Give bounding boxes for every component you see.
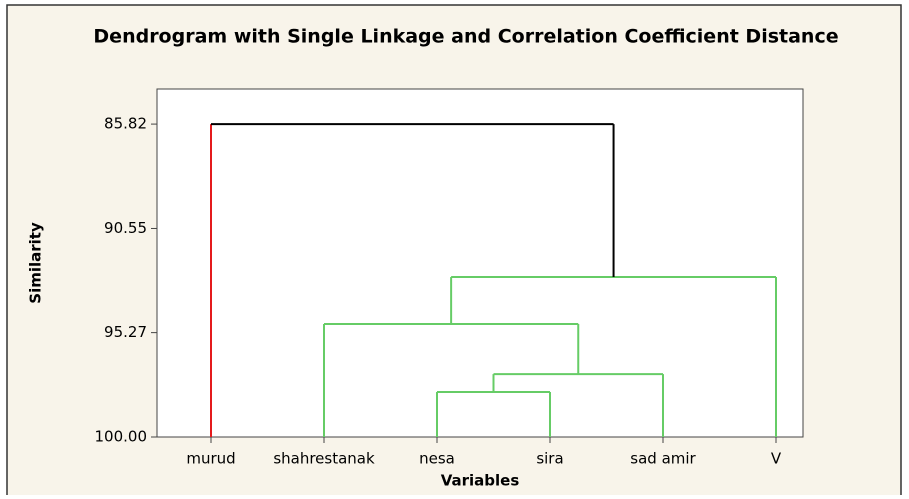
y-axis-label: Similarity bbox=[27, 222, 45, 304]
plot-area bbox=[156, 88, 804, 438]
x-tick-label: murud bbox=[186, 450, 235, 468]
x-axis-label: Variables bbox=[441, 472, 520, 490]
y-tick-label: 85.82 bbox=[104, 115, 147, 133]
chart-title: Dendrogram with Single Linkage and Corre… bbox=[93, 26, 838, 48]
x-tick-label: shahrestanak bbox=[273, 450, 375, 468]
y-tick-label: 100.00 bbox=[95, 428, 148, 446]
x-tick-label: sira bbox=[536, 450, 563, 468]
y-tick-label: 90.55 bbox=[104, 219, 147, 237]
y-tick-label: 95.27 bbox=[104, 323, 147, 341]
x-tick-label: V bbox=[771, 450, 782, 468]
x-tick-label: nesa bbox=[419, 450, 455, 468]
x-tick-label: sad amir bbox=[630, 450, 696, 468]
